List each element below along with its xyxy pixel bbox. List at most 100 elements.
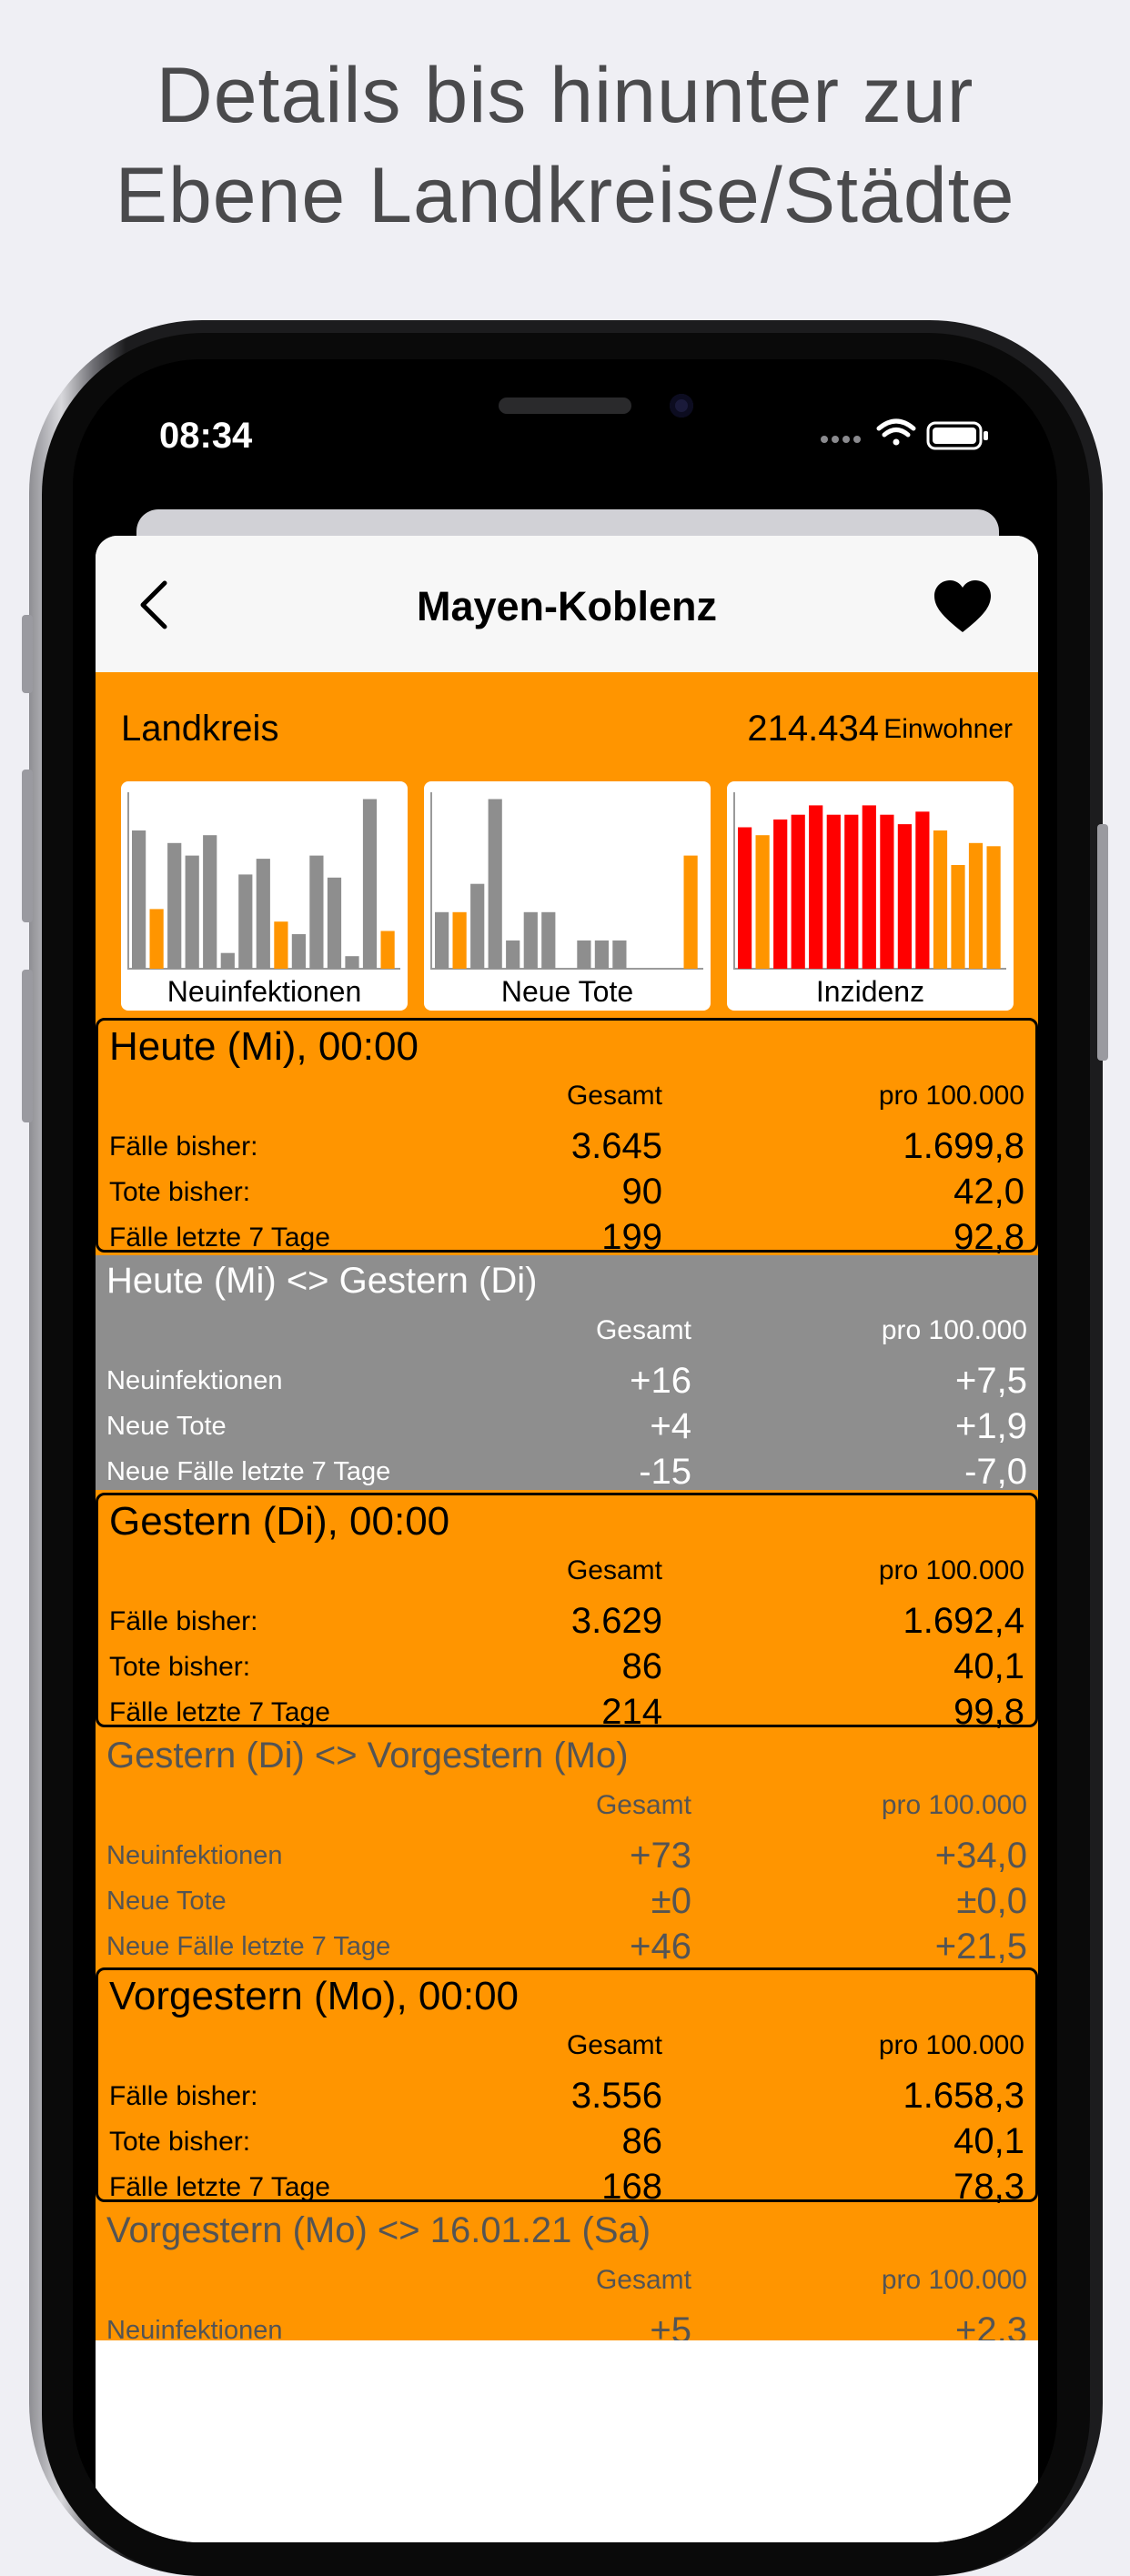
row-value-pro-100000: 1.692,4 <box>903 1601 1024 1641</box>
row-label: Neuinfektionen <box>106 1841 283 1870</box>
chart-bar <box>951 865 965 969</box>
chart-bar <box>738 827 752 969</box>
column-header-pro-100000: pro 100.000 <box>878 1555 1024 1585</box>
heart-icon <box>934 580 991 632</box>
row-value-gesamt: 86 <box>621 1646 663 1686</box>
row-value-gesamt: ±0 <box>651 1881 691 1921</box>
row-value-gesamt: 3.645 <box>570 1126 662 1166</box>
power-button <box>1097 824 1108 1061</box>
chart-neue-tote[interactable]: Neue Tote <box>424 781 711 1011</box>
row-value-gesamt: +46 <box>630 1927 691 1967</box>
row-value-gesamt: 3.556 <box>570 2076 662 2116</box>
chart-inzidenz-label: Inzidenz <box>815 975 925 1008</box>
row-value-pro-100000: +2,3 <box>955 2310 1027 2340</box>
chart-bar <box>791 814 805 969</box>
chart-neuinfektionen-svg <box>127 792 400 970</box>
chart-neuinfektionen[interactable]: Neuinfektionen <box>121 781 408 1011</box>
column-header-gesamt: Gesamt <box>595 1315 691 1345</box>
block-title: Vorgestern (Mo) <> 16.01.21 (Sa) <box>106 2210 651 2250</box>
volume-up-button <box>22 770 33 922</box>
favorite-button[interactable] <box>933 579 993 634</box>
column-header-gesamt: Gesamt <box>566 1555 662 1585</box>
column-header-pro-100000: pro 100.000 <box>881 1790 1027 1820</box>
chart-bar <box>523 911 538 969</box>
population-unit: Einwohner <box>883 714 1013 744</box>
chart-bar <box>880 814 894 969</box>
day-stats-block: Heute (Mi), 00:00 Gesamt pro 100.000 Fälle … <box>96 1018 1038 1257</box>
row-value-pro-100000: 92,8 <box>953 1217 1024 1257</box>
row-label: Neue Tote <box>106 1887 227 1916</box>
chart-inzidenz[interactable]: Inzidenz <box>727 781 1014 1011</box>
chart-bar <box>470 883 485 969</box>
volume-down-button <box>22 970 33 1122</box>
chart-bar <box>274 921 288 969</box>
row-value-pro-100000: +7,5 <box>955 1361 1027 1401</box>
row-label: Fälle letzte 7 Tage <box>109 2172 330 2202</box>
population-value: 214.434 <box>747 709 879 749</box>
row-value-gesamt: +16 <box>630 1361 691 1401</box>
row-value-gesamt: 214 <box>601 1692 662 1732</box>
chart-bar <box>915 811 930 969</box>
kreis-type-label: Landkreis <box>121 709 279 749</box>
row-value-pro-100000: 40,1 <box>953 2121 1024 2161</box>
wifi-icon <box>876 418 916 446</box>
chart-bar <box>185 855 199 969</box>
chart-bar <box>149 909 164 969</box>
block-title: Gestern (Di) <> Vorgestern (Mo) <box>106 1736 629 1776</box>
chart-bar <box>968 842 984 969</box>
detail-content[interactable]: Landkreis 214.434 Einwohner Neuinfektion… <box>96 672 1038 2340</box>
row-label: Neue Fälle letzte 7 Tage <box>106 1932 391 1961</box>
chevron-left-icon <box>140 580 167 629</box>
chart-bar <box>167 842 182 969</box>
page-title: Mayen-Koblenz <box>416 583 718 629</box>
chart-bar <box>541 911 556 969</box>
column-header-gesamt: Gesamt <box>595 2265 691 2295</box>
row-label: Neue Tote <box>106 1412 227 1441</box>
row-value-gesamt: 199 <box>601 1217 662 1257</box>
chart-bar <box>506 940 520 969</box>
back-button[interactable] <box>136 579 172 630</box>
row-label: Tote bisher: <box>109 1652 251 1682</box>
chart-inzidenz-svg <box>733 792 1006 970</box>
row-value-gesamt: -15 <box>639 1452 691 1492</box>
row-value-gesamt: +73 <box>630 1836 691 1876</box>
row-value-pro-100000: 1.658,3 <box>903 2076 1024 2116</box>
chart-bar <box>452 911 467 969</box>
chart-neue-tote-label: Neue Tote <box>500 975 634 1008</box>
chart-bar <box>862 805 876 969</box>
status-icons <box>812 416 994 452</box>
column-header-pro-100000: pro 100.000 <box>881 2265 1027 2295</box>
chart-neuinfektionen-label: Neuinfektionen <box>166 975 362 1008</box>
chart-bar <box>577 940 591 969</box>
block-title: Heute (Mi) <> Gestern (Di) <box>106 1261 538 1301</box>
column-header-gesamt: Gesamt <box>566 2030 662 2060</box>
chart-bar <box>132 830 146 969</box>
row-value-pro-100000: 78,3 <box>953 2167 1024 2207</box>
row-value-pro-100000: 40,1 <box>953 1646 1024 1686</box>
chart-bar <box>238 874 253 969</box>
row-label: Tote bisher: <box>109 1177 251 1207</box>
mute-switch <box>22 615 33 693</box>
chart-bar <box>844 814 859 969</box>
row-value-gesamt: +5 <box>650 2310 691 2340</box>
signal-dots-icon <box>821 436 861 443</box>
column-header-gesamt: Gesamt <box>595 1790 691 1820</box>
row-value-pro-100000: +1,9 <box>955 1406 1027 1446</box>
speaker-grille <box>499 397 631 414</box>
row-value-pro-100000: -7,0 <box>964 1452 1027 1492</box>
chart-bar <box>327 877 342 969</box>
row-value-pro-100000: ±0,0 <box>956 1881 1027 1921</box>
chart-bar <box>897 824 912 969</box>
headline-line-2: Ebene Landkreise/Städte <box>115 152 1015 239</box>
day-stats-block: Gestern (Di), 00:00 Gesamt pro 100.000 Fäll… <box>96 1493 1038 1732</box>
chart-bar <box>220 952 235 969</box>
chart-bar <box>986 846 1001 969</box>
diff-stats-block: Vorgestern (Mo) <> 16.01.21 (Sa) Gesamt pr… <box>96 2205 1038 2340</box>
detail-sheet: Mayen-Koblenz Landkreis 214.434 Einwohne… <box>96 536 1038 2542</box>
battery-icon <box>926 421 988 450</box>
chart-bar <box>594 940 609 969</box>
chart-bar <box>933 830 948 969</box>
chart-bar <box>683 855 698 969</box>
chart-bar <box>362 799 378 969</box>
promo-headline: Details bis hinunter zur Ebene Landkreis… <box>0 45 1130 246</box>
